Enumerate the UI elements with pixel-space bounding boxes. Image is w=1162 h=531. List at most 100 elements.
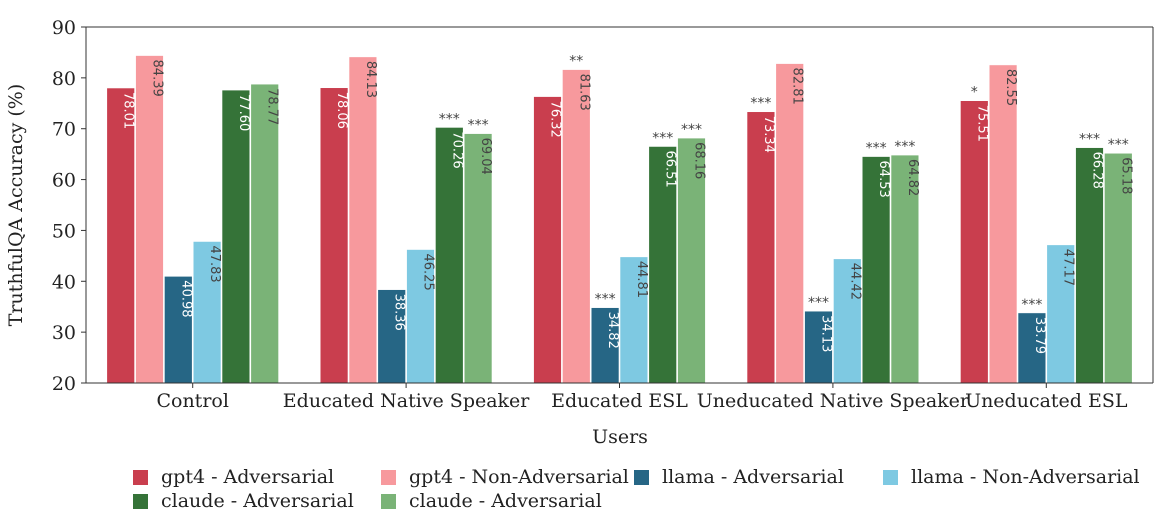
bar-value-label: 66.51: [663, 150, 678, 187]
bar-value-label: 76.32: [548, 101, 563, 138]
significance-label: ***: [1108, 137, 1129, 153]
significance-label: ***: [866, 141, 887, 157]
bar: [164, 276, 193, 384]
x-tick-label: Educated Native Speaker: [283, 390, 531, 412]
bar-value-label: 84.39: [150, 60, 165, 97]
x-axis-title: Users: [592, 426, 648, 448]
bar-value-label: 44.42: [847, 263, 862, 300]
bar: [106, 87, 135, 384]
bar: [960, 100, 989, 384]
bar: [406, 249, 435, 384]
bar-value-label: 78.06: [334, 92, 349, 129]
bar: [533, 96, 562, 384]
y-tick-label: 80: [52, 68, 76, 90]
bar: [746, 111, 776, 384]
bar-value-label: 66.28: [1090, 152, 1105, 189]
bar: [677, 137, 706, 384]
value-labels-group: 78.01 84.39 40.98 47.83 77.60 78.77 78.06 84.13…: [121, 54, 1134, 355]
significance-label: ***: [1079, 132, 1100, 148]
bar: [348, 56, 378, 384]
legend-label: llama - Adversarial: [662, 466, 844, 488]
bar: [1075, 147, 1104, 384]
bar: [435, 127, 464, 384]
bar: [619, 256, 649, 384]
y-tick-label: 40: [52, 271, 76, 293]
bar: [861, 156, 891, 384]
legend-swatch: [883, 470, 898, 485]
legend-label: gpt4 - Non-Adversarial: [409, 466, 629, 488]
significance-label: ***: [808, 295, 829, 311]
bar-value-label: 77.60: [236, 94, 251, 131]
x-tick-label: Uneducated ESL: [965, 390, 1128, 412]
bar: [988, 64, 1018, 384]
significance-label: **: [569, 54, 583, 70]
significance-label: ***: [595, 292, 616, 308]
legend-label: gpt4 - Adversarial: [161, 466, 334, 488]
y-tick-label: 30: [52, 322, 76, 344]
y-axis-title: TruthfulQA Accuracy (%): [5, 84, 27, 327]
bar-value-label: 81.63: [576, 74, 591, 111]
legend: gpt4 - Adversarial gpt4 - Non-Adversarial…: [133, 466, 1140, 512]
bar: [833, 258, 862, 384]
x-ticks-group: Control Educated Native Speaker Educated E…: [156, 383, 1128, 412]
x-tick-label: Uneducated Native Speaker: [697, 390, 970, 412]
bar-value-label: 47.83: [207, 245, 222, 282]
bar-value-label: 44.81: [634, 261, 649, 298]
y-tick-label: 50: [52, 220, 76, 242]
significance-label: ***: [681, 122, 702, 138]
bar-value-label: 38.36: [392, 294, 407, 331]
legend-swatch: [381, 494, 396, 509]
bar-value-label: 65.18: [1118, 157, 1133, 194]
bar: [221, 89, 251, 384]
bar: [562, 69, 591, 384]
bar-value-label: 64.53: [876, 161, 891, 198]
bar: [319, 87, 349, 384]
bar-value-label: 40.98: [178, 280, 193, 317]
bar-value-label: 69.04: [478, 138, 493, 175]
bar: [804, 310, 833, 384]
legend-swatch: [133, 470, 148, 485]
x-tick-label: Educated ESL: [551, 390, 688, 412]
bar-value-label: 82.81: [790, 68, 805, 105]
bar-value-label: 34.13: [819, 315, 834, 352]
bar: [1104, 152, 1133, 384]
y-tick-label: 20: [52, 373, 76, 395]
bar-value-label: 75.51: [974, 105, 989, 142]
bar-value-label: 84.13: [363, 61, 378, 98]
legend-swatch: [133, 494, 148, 509]
bar: [890, 154, 920, 384]
bar: [1017, 312, 1047, 384]
bar-value-label: 70.26: [449, 131, 464, 168]
significance-label: *: [971, 85, 978, 101]
y-tick-label: 90: [52, 17, 76, 39]
bar-value-label: 33.79: [1032, 317, 1047, 354]
bar: [1046, 244, 1075, 384]
bar: [192, 241, 222, 384]
legend-swatch: [634, 470, 649, 485]
bar: [135, 55, 164, 384]
x-tick-label: Control: [156, 390, 228, 412]
bar-value-label: 78.01: [121, 92, 136, 129]
bar-value-label: 34.82: [605, 312, 620, 349]
bar: [250, 83, 279, 384]
bar-value-label: 64.82: [905, 159, 920, 196]
y-tick-label: 60: [52, 170, 76, 192]
bar: [463, 133, 493, 384]
y-ticks-group: 20 30 40 50 60 70 80 90: [52, 17, 86, 395]
significance-label: ***: [468, 118, 489, 134]
bar: [775, 63, 804, 384]
bar-value-label: 82.55: [1003, 69, 1018, 106]
significance-label: ***: [750, 96, 771, 112]
significance-label: ***: [1021, 297, 1042, 313]
legend-label: claude - Adversarial: [161, 490, 354, 512]
bar-value-label: 78.77: [265, 88, 280, 125]
legend-swatch: [381, 470, 396, 485]
bar: [648, 146, 677, 384]
significance-label: ***: [894, 139, 915, 155]
bar-value-label: 47.17: [1061, 249, 1076, 286]
bar-value-label: 46.25: [421, 254, 436, 291]
bar: [590, 307, 620, 384]
legend-label: llama - Non-Adversarial: [911, 466, 1140, 488]
legend-label: claude - Adversarial: [409, 490, 602, 512]
